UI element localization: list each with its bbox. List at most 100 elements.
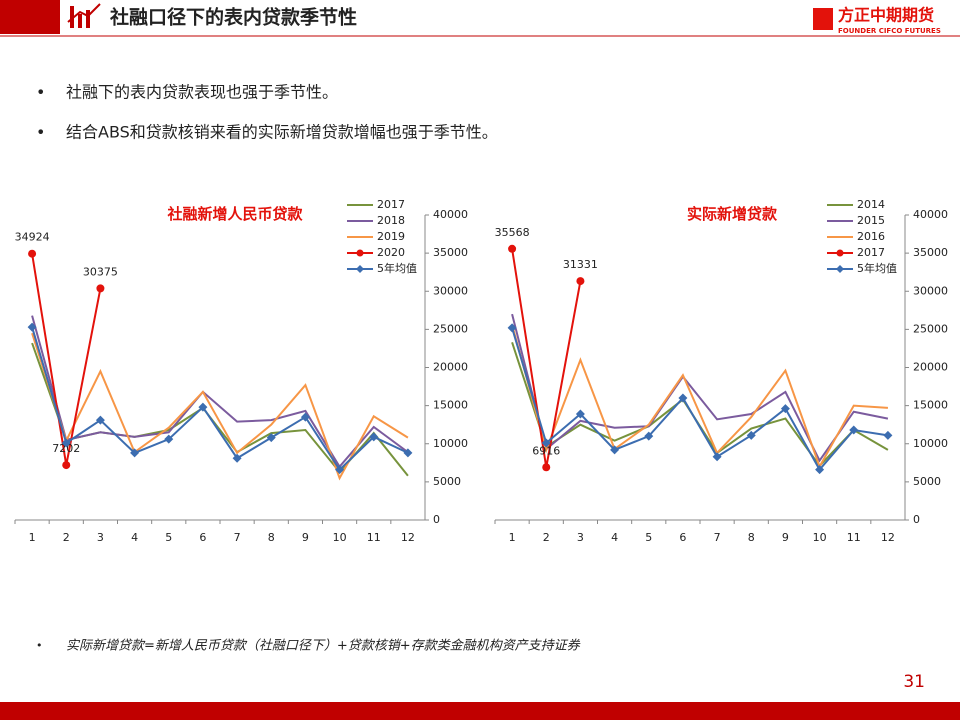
legend-label: 2018 bbox=[377, 214, 405, 227]
point bbox=[95, 415, 105, 425]
x-tick-label: 12 bbox=[401, 531, 415, 544]
y-tick-label: 10000 bbox=[433, 437, 468, 450]
point bbox=[849, 425, 859, 435]
bullet: 结合ABS和贷款核销来看的实际新增贷款增幅也强于季节性。 bbox=[66, 123, 498, 142]
bullet-dot: • bbox=[36, 83, 45, 102]
x-tick-label: 3 bbox=[97, 531, 104, 544]
point bbox=[644, 431, 654, 441]
point bbox=[508, 244, 517, 253]
series-line bbox=[511, 342, 889, 468]
point bbox=[575, 409, 585, 419]
point bbox=[883, 430, 893, 440]
y-tick-label: 20000 bbox=[913, 361, 948, 374]
x-tick-label: 7 bbox=[714, 531, 721, 544]
x-tick-label: 5 bbox=[165, 531, 172, 544]
series-line bbox=[511, 313, 889, 463]
x-tick-label: 4 bbox=[611, 531, 618, 544]
y-tick-label: 5000 bbox=[433, 475, 461, 488]
chart-title: 社融新增人民币贷款 bbox=[166, 205, 303, 223]
point bbox=[541, 438, 551, 448]
legend-label: 2017 bbox=[377, 198, 405, 211]
x-tick-label: 6 bbox=[679, 531, 686, 544]
legend-marker bbox=[836, 249, 844, 257]
point bbox=[815, 465, 825, 475]
x-tick-label: 9 bbox=[302, 531, 309, 544]
series-line bbox=[511, 324, 888, 470]
bullet-dot: • bbox=[36, 639, 43, 652]
y-tick-label: 15000 bbox=[433, 399, 468, 412]
legend-marker bbox=[356, 265, 364, 273]
point bbox=[335, 465, 345, 475]
point bbox=[746, 430, 756, 440]
x-tick-label: 2 bbox=[63, 531, 70, 544]
x-tick-label: 11 bbox=[847, 531, 861, 544]
y-tick-label: 40000 bbox=[913, 208, 948, 221]
x-tick-label: 5 bbox=[645, 531, 652, 544]
data-label: 31331 bbox=[563, 258, 598, 271]
y-tick-label: 0 bbox=[433, 513, 440, 526]
x-tick-label: 2 bbox=[543, 531, 550, 544]
y-tick-label: 35000 bbox=[913, 246, 948, 259]
point bbox=[27, 322, 37, 332]
legend-label: 2015 bbox=[857, 214, 885, 227]
point bbox=[28, 249, 37, 258]
y-tick-label: 10000 bbox=[913, 437, 948, 450]
series-line bbox=[31, 332, 409, 481]
y-tick-label: 15000 bbox=[913, 399, 948, 412]
series-line bbox=[31, 315, 409, 469]
point bbox=[576, 277, 585, 286]
point bbox=[369, 432, 379, 442]
y-tick-label: 5000 bbox=[913, 475, 941, 488]
x-tick-label: 11 bbox=[367, 531, 381, 544]
header-block bbox=[0, 0, 60, 34]
point bbox=[266, 433, 276, 443]
series-line bbox=[511, 327, 889, 472]
series-line bbox=[31, 326, 409, 472]
logo-mark bbox=[813, 8, 833, 30]
footnote: 实际新增贷款=新增人民币贷款（社融口径下）+贷款核销+存款类金融机构资产支持证券 bbox=[66, 638, 581, 654]
bullet-dot: • bbox=[36, 123, 45, 142]
point bbox=[300, 412, 310, 422]
point bbox=[780, 404, 790, 414]
x-tick-label: 7 bbox=[234, 531, 241, 544]
x-tick-label: 12 bbox=[881, 531, 895, 544]
y-tick-label: 30000 bbox=[433, 284, 468, 297]
y-tick-label: 20000 bbox=[433, 361, 468, 374]
page-number: 31 bbox=[903, 672, 925, 692]
legend-marker bbox=[836, 265, 844, 273]
point bbox=[507, 323, 517, 333]
logo-en: FOUNDER CIFCO FUTURES bbox=[838, 27, 941, 35]
header-title: 社融口径下的表内贷款季节性 bbox=[109, 6, 357, 29]
legend-label: 2019 bbox=[377, 230, 405, 243]
y-tick-label: 30000 bbox=[913, 284, 948, 297]
data-label: 34924 bbox=[15, 231, 50, 244]
x-tick-label: 4 bbox=[131, 531, 138, 544]
legend-label: 2017 bbox=[857, 246, 885, 259]
x-tick-label: 1 bbox=[29, 531, 36, 544]
point bbox=[198, 402, 208, 412]
point bbox=[610, 445, 620, 455]
y-tick-label: 40000 bbox=[433, 208, 468, 221]
legend-label: 5年均值 bbox=[857, 261, 897, 275]
y-tick-label: 35000 bbox=[433, 246, 468, 259]
point bbox=[96, 284, 105, 293]
point bbox=[678, 393, 688, 403]
y-tick-label: 25000 bbox=[433, 322, 468, 335]
x-tick-label: 9 bbox=[782, 531, 789, 544]
legend-marker bbox=[356, 249, 364, 257]
x-tick-label: 8 bbox=[748, 531, 755, 544]
point bbox=[542, 463, 551, 472]
header-icon bbox=[67, 3, 101, 28]
point bbox=[130, 448, 140, 458]
bullet: 社融下的表内贷款表现也强于季节性。 bbox=[66, 83, 338, 102]
chart-title: 实际新增贷款 bbox=[687, 205, 778, 223]
x-tick-label: 8 bbox=[268, 531, 275, 544]
footer-bar bbox=[0, 702, 960, 720]
data-label: 30375 bbox=[83, 265, 118, 278]
point bbox=[61, 438, 71, 448]
point bbox=[403, 448, 413, 458]
y-tick-label: 0 bbox=[913, 513, 920, 526]
legend-label: 2014 bbox=[857, 198, 885, 211]
legend-label: 2020 bbox=[377, 246, 405, 259]
legend-label: 2016 bbox=[857, 230, 885, 243]
